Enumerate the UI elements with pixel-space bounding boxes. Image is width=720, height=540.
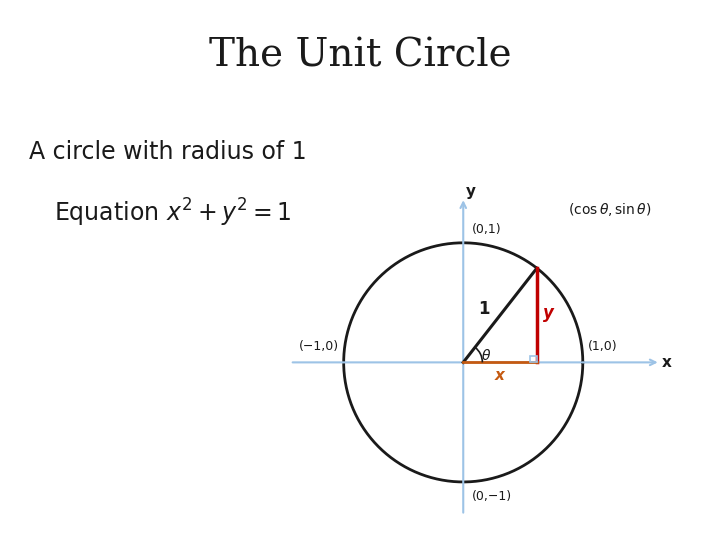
Text: $\theta$: $\theta$ — [481, 348, 491, 363]
Text: $\mathbf{y}$: $\mathbf{y}$ — [464, 185, 476, 200]
Text: $(\cos\theta,\sin\theta)$: $(\cos\theta,\sin\theta)$ — [569, 201, 652, 218]
Text: (0,−1): (0,−1) — [472, 490, 512, 503]
Text: Equation $x^2 + y^2 = 1$: Equation $x^2 + y^2 = 1$ — [54, 197, 292, 230]
Text: y: y — [544, 305, 554, 322]
Text: (−1,0): (−1,0) — [299, 340, 339, 353]
Text: $\mathbf{x}$: $\mathbf{x}$ — [661, 355, 672, 370]
Text: (0,1): (0,1) — [472, 222, 501, 235]
Text: The Unit Circle: The Unit Circle — [209, 38, 511, 75]
Text: 1: 1 — [478, 300, 490, 318]
Text: x: x — [495, 368, 505, 383]
Text: (1,0): (1,0) — [588, 340, 617, 353]
Bar — [531, 356, 537, 362]
Text: A circle with radius of 1: A circle with radius of 1 — [29, 140, 307, 164]
